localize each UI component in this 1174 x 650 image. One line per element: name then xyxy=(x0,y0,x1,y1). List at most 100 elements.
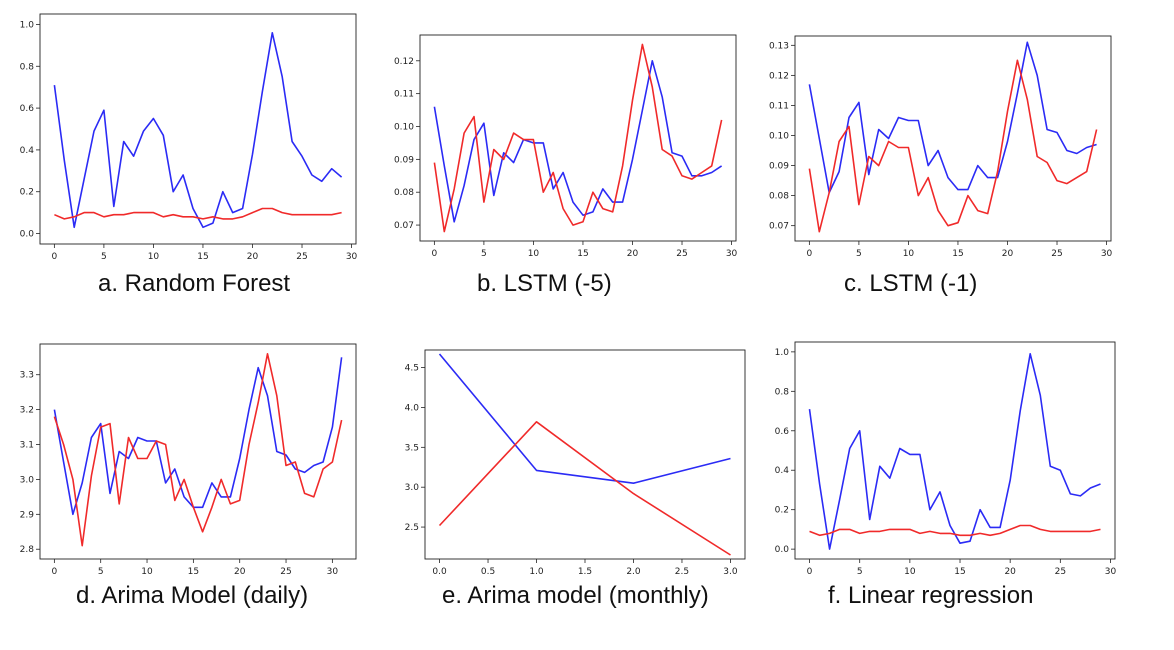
chart-f-xtick-label: 25 xyxy=(1055,567,1066,577)
chart-a-frame xyxy=(39,13,357,245)
chart-c-xtick-label: 20 xyxy=(1002,249,1014,259)
chart-e-xtick-label: 3.0 xyxy=(723,567,738,577)
chart-e-ytick-label: 3.0 xyxy=(405,483,420,493)
chart-a-series-red-line xyxy=(54,207,342,220)
chart-a-xtick-label: 30 xyxy=(346,252,358,262)
chart-d-ytick-label: 3.1 xyxy=(20,441,34,451)
chart-c-svg: 0 5 10 15 20 25 30 0.07 0.08 0.09 0.10 0.11 0.12 0.13 xyxy=(769,35,1113,259)
chart-panel-a: 0 5 10 15 20 25 30 0.0 0.2 0.4 0.6 0.8 1.0 a. Random… xyxy=(0,0,380,310)
chart-f-xtick-label: 0 xyxy=(807,567,813,577)
chart-f-ytick-label: 0.0 xyxy=(775,545,790,555)
chart-e-ytick-label: 2.5 xyxy=(405,523,419,533)
chart-c-xtick-label: 0 xyxy=(806,249,812,259)
chart-e-xtick-label: 1.0 xyxy=(529,567,544,577)
chart-d-ytick-label: 3.0 xyxy=(20,475,35,485)
chart-f-ytick-label: 0.2 xyxy=(775,506,789,516)
chart-d-series-red-line xyxy=(53,352,343,547)
chart-f-ytick-label: 0.8 xyxy=(775,387,790,397)
chart-b-series-blue-line xyxy=(433,59,723,223)
chart-c-xtick-label: 15 xyxy=(952,249,963,259)
chart-b-xtick-label: 15 xyxy=(577,249,588,259)
chart-caption-d: d. Arima Model (daily) xyxy=(76,582,309,609)
chart-a-ytick-label: 0.0 xyxy=(20,230,35,240)
chart-a-ytick-label: 0.8 xyxy=(20,62,35,72)
chart-a-xtick-label: 5 xyxy=(101,252,107,262)
chart-d-xtick-label: 25 xyxy=(280,567,291,577)
chart-f-xtick-label: 10 xyxy=(904,567,916,577)
chart-c-ytick-label: 0.10 xyxy=(769,131,789,141)
chart-f-ytick-label: 0.4 xyxy=(775,466,790,476)
chart-c-series-red-line xyxy=(808,59,1098,233)
chart-a-ytick-label: 0.2 xyxy=(20,188,34,198)
chart-e-series-red-line xyxy=(438,421,731,556)
chart-e-xtick-label: 1.5 xyxy=(578,567,592,577)
chart-b-ytick-label: 0.11 xyxy=(394,90,414,100)
chart-b-ytick-label: 0.09 xyxy=(394,155,414,165)
chart-c-xtick-label: 30 xyxy=(1101,249,1113,259)
chart-c-frame xyxy=(794,35,1112,242)
chart-c-xtick-label: 10 xyxy=(903,249,915,259)
chart-c-ytick-label: 0.11 xyxy=(769,101,789,111)
chart-d-xtick-label: 30 xyxy=(327,567,339,577)
chart-b-ytick-label: 0.10 xyxy=(394,123,414,133)
chart-e-xtick-label: 0.0 xyxy=(432,567,447,577)
chart-f-xtick-label: 5 xyxy=(857,567,863,577)
chart-b-frame xyxy=(419,34,737,242)
chart-c-ytick-label: 0.13 xyxy=(769,41,789,51)
chart-e-series-blue-line xyxy=(438,353,731,484)
chart-a-xtick-label: 10 xyxy=(148,252,160,262)
chart-b-xtick-label: 20 xyxy=(627,249,639,259)
chart-a-ytick-label: 0.6 xyxy=(20,104,35,114)
chart-e-frame xyxy=(424,349,746,560)
chart-b-xtick-label: 0 xyxy=(431,249,437,259)
chart-f-xtick-label: 15 xyxy=(954,567,965,577)
chart-d-ytick-label: 2.8 xyxy=(20,545,35,555)
chart-c-xtick-label: 25 xyxy=(1051,249,1062,259)
chart-d-svg: 0 5 10 15 20 25 30 2.8 2.9 3.0 3.1 3.2 3.3 xyxy=(20,343,357,577)
chart-c-ytick-label: 0.12 xyxy=(769,71,789,81)
chart-d-xtick-label: 0 xyxy=(51,567,57,577)
chart-f-series-blue-line xyxy=(808,352,1101,550)
chart-f-xtick-label: 30 xyxy=(1105,567,1117,577)
chart-caption-e: e. Arima model (monthly) xyxy=(442,582,709,609)
chart-b-svg: 0 5 10 15 20 25 30 0.07 0.08 0.09 0.10 0.11 0.12 xyxy=(394,34,738,259)
chart-a-xtick-label: 0 xyxy=(51,252,57,262)
chart-panel-c: 0 5 10 15 20 25 30 0.07 0.08 0.09 0.10 0.11 0.12 0.13… xyxy=(760,0,1160,310)
chart-e-xtick-label: 2.0 xyxy=(626,567,641,577)
chart-caption-a: a. Random Forest xyxy=(98,270,291,297)
chart-d-ytick-label: 3.2 xyxy=(20,406,34,416)
chart-d-xtick-label: 15 xyxy=(188,567,199,577)
chart-c-xtick-label: 5 xyxy=(856,249,862,259)
chart-a-xtick-label: 25 xyxy=(296,252,307,262)
chart-e-ytick-label: 4.5 xyxy=(405,364,419,374)
chart-b-ytick-label: 0.12 xyxy=(394,57,414,67)
chart-d-xtick-label: 20 xyxy=(234,567,246,577)
chart-a-xtick-label: 15 xyxy=(197,252,208,262)
chart-a-ytick-label: 0.4 xyxy=(20,146,35,156)
chart-c-ytick-label: 0.09 xyxy=(769,162,789,172)
chart-f-svg: 0 5 10 15 20 25 30 0.0 0.2 0.4 0.6 0.8 1.0 xyxy=(775,341,1117,577)
chart-a-xtick-label: 20 xyxy=(247,252,259,262)
chart-b-series-red-line xyxy=(433,43,723,233)
chart-e-ytick-label: 3.5 xyxy=(405,443,419,453)
chart-b-xtick-label: 5 xyxy=(481,249,487,259)
chart-e-xtick-label: 2.5 xyxy=(675,567,689,577)
chart-b-xtick-label: 25 xyxy=(676,249,687,259)
chart-b-ytick-label: 0.08 xyxy=(394,188,414,198)
chart-d-xtick-label: 10 xyxy=(141,567,153,577)
chart-e-ytick-label: 4.0 xyxy=(405,403,420,413)
chart-f-xtick-label: 20 xyxy=(1004,567,1016,577)
chart-f-ytick-label: 1.0 xyxy=(775,348,790,358)
chart-b-xtick-label: 30 xyxy=(726,249,738,259)
chart-c-ytick-label: 0.07 xyxy=(769,222,789,232)
chart-a-ytick-label: 1.0 xyxy=(20,20,35,30)
chart-d-frame xyxy=(39,343,357,560)
chart-caption-c: c. LSTM (-1) xyxy=(844,270,978,297)
chart-c-series-blue-line xyxy=(808,41,1097,194)
chart-f-series-red-line xyxy=(809,524,1101,537)
chart-e-svg: 0.0 0.5 1.0 1.5 2.0 2.5 3.0 2.5 3.0 3.5 4.0 4.5 xyxy=(405,349,746,577)
chart-d-series-blue-line xyxy=(53,357,343,516)
chart-caption-b: b. LSTM (-5) xyxy=(477,270,612,297)
chart-c-ytick-label: 0.08 xyxy=(769,192,789,202)
chart-b-xtick-label: 10 xyxy=(528,249,540,259)
